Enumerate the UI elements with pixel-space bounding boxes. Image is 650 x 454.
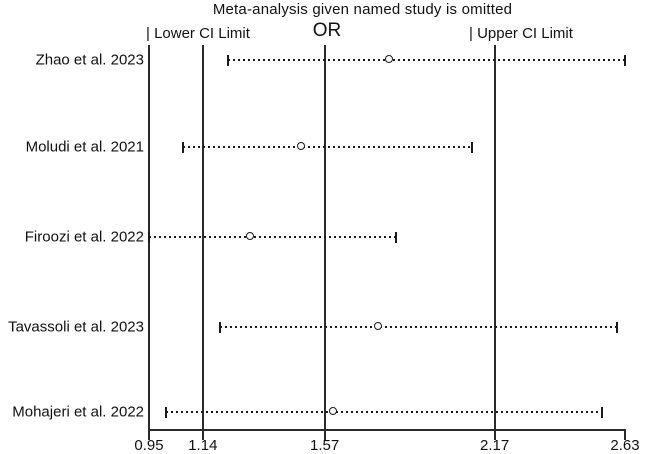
ci-cap-lower (148, 232, 150, 243)
x-axis-tick-label: 1.14 (188, 437, 218, 454)
study-label: Firoozi et al. 2022 (24, 228, 144, 246)
ci-line (166, 411, 603, 413)
study-label: Zhao et al. 2023 (35, 51, 144, 69)
x-axis-tick (323, 429, 326, 440)
ci-line (219, 326, 617, 328)
estimate-marker (328, 407, 337, 416)
ci-cap-lower (182, 142, 184, 153)
ci-line (183, 146, 472, 148)
ci-cap-upper (394, 232, 397, 243)
study-label: Tavassoli et al. 2023 (8, 318, 144, 336)
x-axis-line (148, 429, 626, 431)
upper-ci-limit-header: | Upper CI Limit (469, 25, 573, 42)
chart-title: Meta-analysis given named study is omitt… (212, 1, 513, 18)
x-axis-tick-label: 0.95 (134, 437, 164, 454)
x-axis-tick (493, 429, 496, 440)
x-axis-tick (148, 429, 150, 440)
x-axis-tick (624, 429, 626, 440)
overall-upper-ci-line (493, 45, 496, 430)
lower-ci-limit-header: | Lower CI Limit (146, 25, 250, 42)
x-axis-tick-label: 1.57 (310, 437, 340, 454)
study-label: Moludi et al. 2021 (25, 138, 144, 156)
x-axis-tick-label: 2.63 (610, 437, 640, 454)
x-axis-tick-label: 2.17 (480, 437, 510, 454)
ci-cap-upper (615, 322, 618, 333)
ci-cap-lower (218, 322, 221, 333)
ci-cap-upper (624, 55, 626, 66)
estimate-marker (246, 232, 255, 241)
ci-cap-lower (227, 55, 230, 66)
x-axis-tick (201, 429, 204, 440)
ci-line (149, 236, 396, 238)
ci-line (228, 59, 625, 61)
ci-cap-upper (471, 142, 473, 153)
study-label: Mohajeri et al. 2022 (12, 403, 144, 421)
estimate-marker (385, 55, 394, 64)
ci-cap-lower (165, 407, 167, 418)
estimate-marker (373, 322, 382, 331)
ci-cap-upper (601, 407, 604, 418)
effect-measure-header: OR (312, 20, 342, 41)
estimate-marker (297, 142, 306, 151)
